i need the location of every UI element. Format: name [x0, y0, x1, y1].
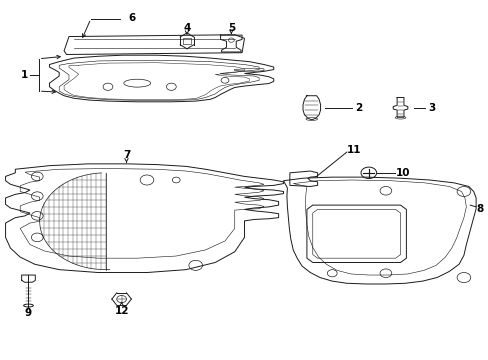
Text: 10: 10 — [395, 168, 409, 178]
Text: 12: 12 — [114, 306, 129, 315]
Text: 4: 4 — [183, 23, 190, 33]
Text: 1: 1 — [20, 70, 28, 80]
Text: 5: 5 — [227, 23, 234, 33]
Text: 3: 3 — [427, 103, 435, 113]
Text: 2: 2 — [355, 103, 362, 113]
Text: 11: 11 — [346, 144, 361, 154]
Text: 6: 6 — [128, 13, 136, 23]
Text: 9: 9 — [25, 309, 32, 318]
Text: 8: 8 — [475, 204, 482, 214]
Text: 7: 7 — [122, 150, 130, 160]
